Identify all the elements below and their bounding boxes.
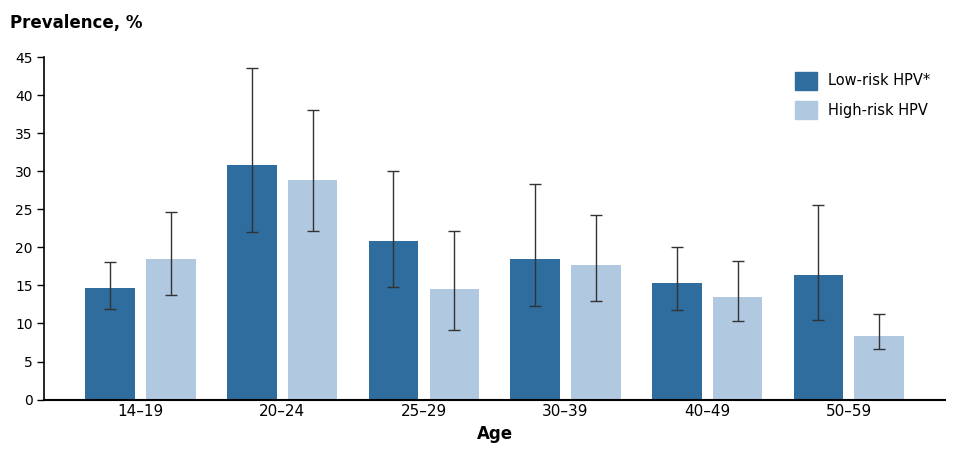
- Bar: [571, 265, 621, 399]
- Bar: [511, 259, 560, 399]
- Text: Prevalence, %: Prevalence, %: [10, 14, 142, 32]
- Bar: [369, 241, 419, 399]
- Bar: [227, 165, 276, 399]
- Bar: [854, 336, 904, 399]
- Bar: [713, 297, 762, 399]
- Bar: [288, 180, 338, 399]
- Bar: [652, 283, 702, 399]
- Bar: [429, 289, 479, 399]
- Bar: [794, 275, 843, 399]
- Bar: [85, 289, 135, 399]
- Bar: [146, 259, 196, 399]
- Legend: Low-risk HPV*, High-risk HPV: Low-risk HPV*, High-risk HPV: [787, 65, 938, 126]
- X-axis label: Age: Age: [477, 425, 513, 443]
